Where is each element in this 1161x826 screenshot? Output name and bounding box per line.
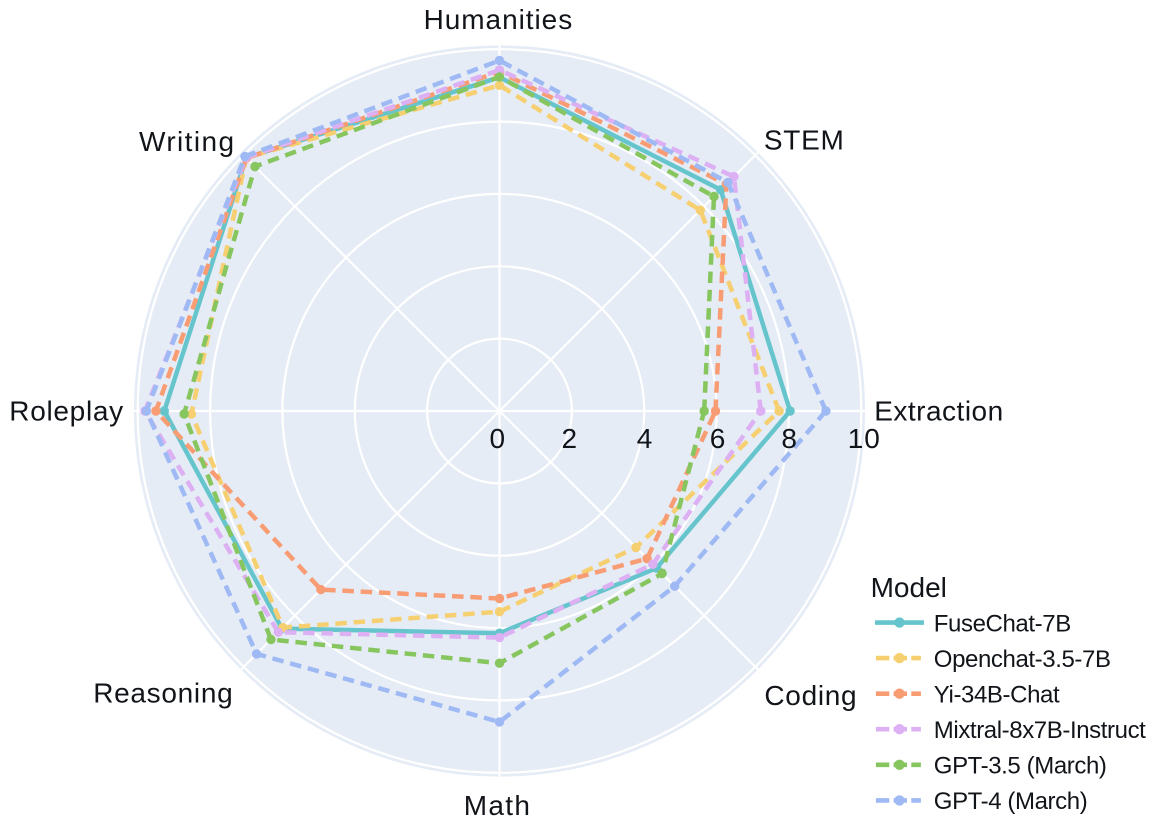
svg-text:GPT-4 (March): GPT-4 (March) — [934, 788, 1087, 815]
svg-text:GPT-3.5 (March): GPT-3.5 (March) — [934, 753, 1107, 780]
svg-text:8: 8 — [781, 423, 798, 454]
svg-text:Writing: Writing — [139, 126, 235, 157]
svg-text:Model: Model — [871, 572, 947, 603]
svg-text:STEM: STEM — [764, 124, 845, 155]
svg-text:Humanities: Humanities — [424, 4, 574, 35]
svg-text:Roleplay: Roleplay — [9, 396, 124, 427]
svg-text:Reasoning: Reasoning — [93, 678, 233, 709]
svg-text:FuseChat-7B: FuseChat-7B — [934, 610, 1071, 637]
svg-text:Mixtral-8x7B-Instruct: Mixtral-8x7B-Instruct — [934, 717, 1146, 744]
svg-text:Extraction: Extraction — [874, 396, 1004, 427]
svg-text:Yi-34B-Chat: Yi-34B-Chat — [934, 682, 1060, 709]
svg-text:Math: Math — [464, 790, 531, 821]
svg-text:10: 10 — [848, 423, 881, 454]
svg-text:Coding: Coding — [764, 680, 857, 711]
svg-text:Openchat-3.5-7B: Openchat-3.5-7B — [934, 646, 1111, 673]
svg-text:4: 4 — [637, 423, 654, 454]
svg-text:2: 2 — [562, 423, 579, 454]
svg-text:6: 6 — [710, 423, 727, 454]
svg-text:0: 0 — [490, 423, 507, 454]
